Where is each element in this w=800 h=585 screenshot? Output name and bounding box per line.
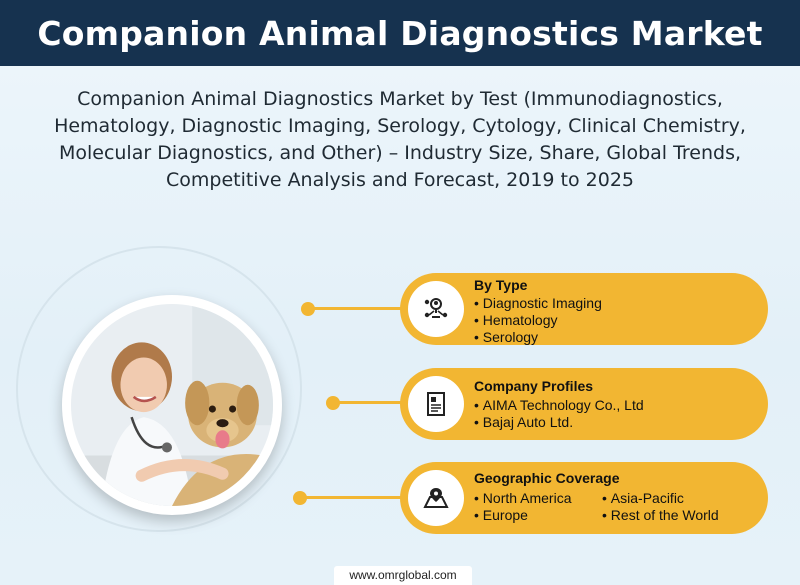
connector-dot-company [326, 396, 340, 410]
card-company-profiles: Company Profiles AIMA Technology Co., Lt… [400, 368, 768, 440]
list-item: Asia-Pacific [602, 490, 719, 507]
website-link[interactable]: www.omrglobal.com [334, 566, 472, 585]
page-title: Companion Animal Diagnostics Market [37, 13, 763, 53]
header-banner: Companion Animal Diagnostics Market [0, 0, 800, 66]
report-subtitle: Companion Animal Diagnostics Market by T… [54, 88, 746, 191]
document-icon [408, 376, 464, 432]
list-item: Bajaj Auto Ltd. [474, 414, 644, 431]
card-title: Company Profiles [474, 378, 594, 394]
list-item: AIMA Technology Co., Ltd [474, 397, 644, 414]
list-item: Serology [474, 329, 602, 346]
card-by-type: By Type Diagnostic Imaging Hematology Se… [400, 273, 768, 345]
map-pin-icon [408, 470, 464, 526]
card-geographic-coverage: Geographic Coverage North America Europe… [400, 462, 768, 534]
type-list: Diagnostic Imaging Hematology Serology [474, 295, 602, 346]
region-list-left: North America Europe [474, 490, 572, 524]
connector-line-company [336, 401, 402, 404]
card-title: By Type [474, 277, 528, 293]
list-item: North America [474, 490, 572, 507]
vet-with-dog-photo [62, 295, 282, 515]
photo-illustration [71, 304, 273, 506]
list-item: Europe [474, 507, 572, 524]
list-item: Rest of the World [602, 507, 719, 524]
card-title: Geographic Coverage [474, 470, 620, 486]
company-list: AIMA Technology Co., Ltd Bajaj Auto Ltd. [474, 397, 644, 431]
people-network-icon [408, 281, 464, 337]
list-item: Hematology [474, 312, 602, 329]
region-list-right: Asia-Pacific Rest of the World [602, 490, 719, 524]
decorative-ring [16, 246, 302, 532]
connector-line-geo [302, 496, 402, 499]
list-item: Diagnostic Imaging [474, 295, 602, 312]
connector-dot-type [301, 302, 315, 316]
connector-dot-geo [293, 491, 307, 505]
connector-line-type [310, 307, 402, 310]
